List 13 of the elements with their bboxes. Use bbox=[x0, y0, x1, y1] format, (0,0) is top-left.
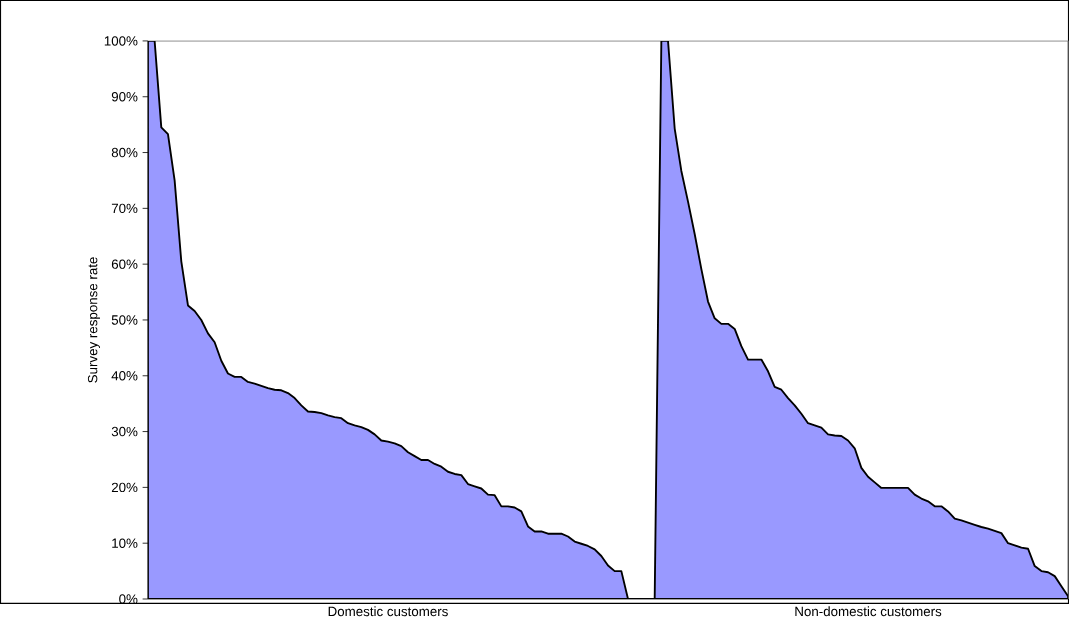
y-tick-label: 20% bbox=[111, 482, 138, 493]
y-tick-label: 10% bbox=[112, 538, 138, 549]
y-tick-label: 60% bbox=[111, 259, 138, 270]
y-tick-label: 100% bbox=[104, 36, 138, 46]
y-tick-label: 80% bbox=[111, 148, 138, 158]
x-tick-label: Non-domestic customers bbox=[795, 606, 942, 617]
y-tick-label: 50% bbox=[111, 315, 138, 325]
y-tick-label: 30% bbox=[111, 427, 138, 437]
y-tick-label: 40% bbox=[111, 371, 138, 381]
y-tick-label: 70% bbox=[111, 203, 138, 214]
y-tick-label: 90% bbox=[111, 92, 138, 102]
x-tick-label: Domestic customers bbox=[328, 606, 448, 617]
y-axis-title: Survey response rate bbox=[87, 257, 100, 383]
